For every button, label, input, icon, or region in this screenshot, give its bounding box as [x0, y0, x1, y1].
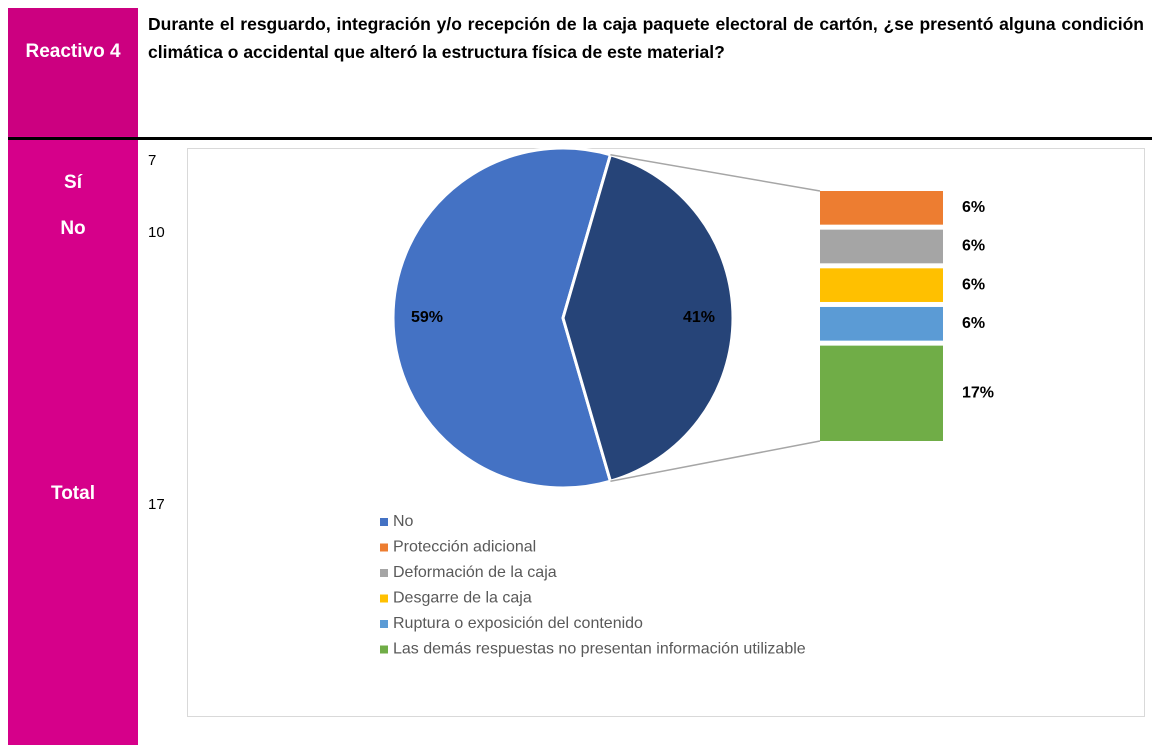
connector — [610, 440, 821, 482]
divider — [8, 137, 1152, 140]
row-value: 17 — [148, 496, 165, 513]
legend-swatch — [380, 620, 388, 628]
legend-swatch — [380, 518, 388, 526]
connector — [610, 154, 821, 192]
data-label: 41% — [683, 309, 715, 326]
legend-label: Las demás respuestas no presentan inform… — [393, 641, 806, 658]
legend-swatch — [380, 594, 388, 603]
legend-swatch — [380, 569, 388, 577]
bar-segment — [820, 268, 943, 302]
legend-swatch — [380, 645, 388, 654]
data-label: 59% — [411, 309, 443, 326]
legend-label: Ruptura o exposición del contenido — [393, 615, 643, 632]
data-label: 6% — [962, 276, 985, 293]
bar-segment — [820, 306, 943, 341]
legend-label: Desgarre de la caja — [393, 590, 532, 607]
item-header: Reactivo 4 — [8, 8, 138, 136]
legend-label: Deformación de la caja — [393, 564, 557, 581]
legend-swatch — [380, 543, 388, 552]
data-label: 6% — [962, 238, 985, 255]
question: Durante el resguardo, integración y/o re… — [148, 14, 1144, 62]
bar-segment — [820, 229, 943, 264]
data-label: 17% — [962, 385, 994, 402]
data-label: 6% — [962, 199, 985, 216]
pie-slice — [391, 148, 613, 490]
bar-segment — [820, 345, 943, 441]
row-label: Total — [51, 483, 95, 504]
legend-label: No — [393, 513, 414, 530]
chart: 59% 41% 6% 6% 6% 6% 17% No Protección adicional D… — [187, 148, 1145, 717]
bar-segment — [820, 191, 943, 225]
row-label: No — [60, 218, 86, 239]
pie-slice — [561, 152, 735, 484]
left-column — [8, 136, 138, 745]
row-label: Sí — [64, 172, 82, 193]
data-label: 6% — [962, 315, 985, 332]
row-value: 10 — [148, 224, 165, 241]
row-value: 7 — [148, 152, 157, 169]
legend-label: Protección adicional — [393, 539, 536, 556]
